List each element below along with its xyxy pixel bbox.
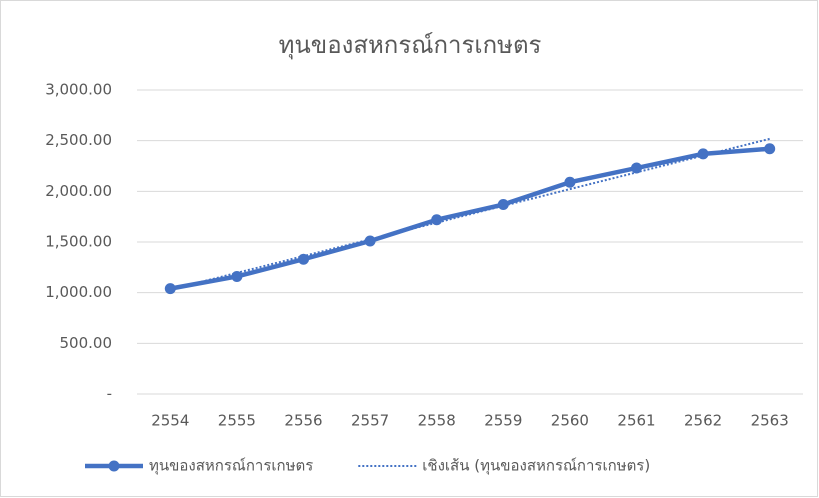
x-tick-label: 2561 xyxy=(617,412,655,430)
legend-marker xyxy=(108,460,120,472)
point xyxy=(497,199,509,211)
y-tick-label: 500.00 xyxy=(60,334,113,352)
x-tick-label: 2554 xyxy=(151,412,189,430)
y-tick-label: 1,000.00 xyxy=(45,283,112,301)
series-line xyxy=(169,146,770,291)
x-tick-label: 2560 xyxy=(551,412,589,430)
point xyxy=(431,214,443,226)
x-tick-label: 2559 xyxy=(484,412,522,430)
y-tick-label: 1,500.00 xyxy=(45,233,112,251)
point xyxy=(298,253,309,265)
point xyxy=(631,162,642,174)
legend-label: ทุนของสหกรณ์การเกษตร xyxy=(149,457,313,476)
chart-title: ทุนของสหกรณ์การเกษตร xyxy=(279,31,542,60)
y-tick-label: - xyxy=(107,385,112,403)
y-tick-label: 3,000.00 xyxy=(45,81,112,99)
x-tick-label: 2563 xyxy=(751,412,789,430)
point xyxy=(697,148,709,160)
legend-label: เชิงเส้น (ทุนของสหกรณ์การเกษตร) xyxy=(422,457,650,476)
x-tick-label: 2557 xyxy=(351,412,389,430)
x-tick-label: 2558 xyxy=(418,412,456,430)
x-tick-label: 2556 xyxy=(284,412,322,430)
y-tick-label: 2,000.00 xyxy=(45,182,112,200)
point xyxy=(764,143,776,155)
x-tick-label: 2562 xyxy=(684,412,722,430)
x-tick-label: 2555 xyxy=(218,412,256,430)
point xyxy=(564,176,576,188)
y-tick-label: 2,500.00 xyxy=(45,131,112,149)
trend-line xyxy=(170,137,770,291)
